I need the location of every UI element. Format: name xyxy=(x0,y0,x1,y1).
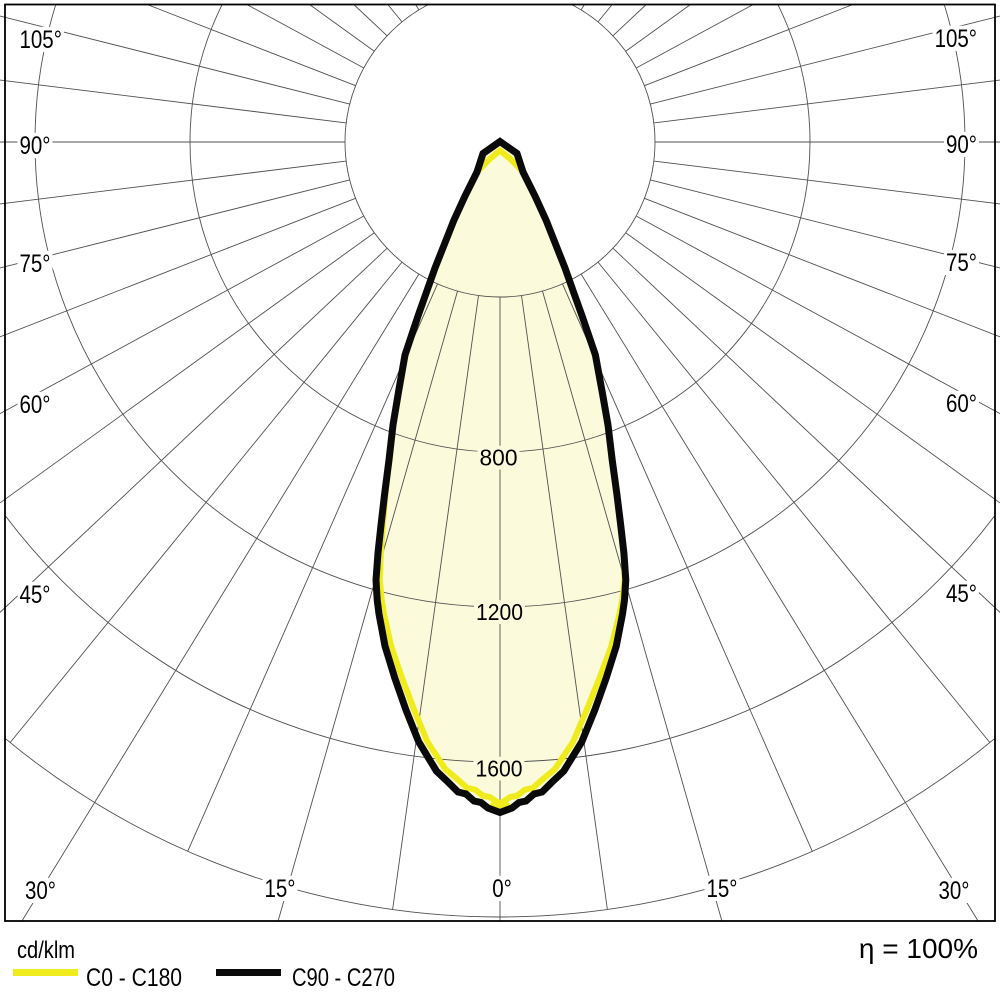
svg-text:15°: 15° xyxy=(707,875,738,903)
svg-text:30°: 30° xyxy=(25,877,56,905)
svg-text:15°: 15° xyxy=(265,875,296,903)
svg-text:90°: 90° xyxy=(946,131,977,159)
svg-text:η = 100%: η = 100% xyxy=(859,933,978,964)
svg-text:1200: 1200 xyxy=(476,599,523,625)
svg-text:800: 800 xyxy=(480,445,518,471)
svg-text:75°: 75° xyxy=(20,250,51,278)
svg-text:45°: 45° xyxy=(946,580,977,608)
svg-text:60°: 60° xyxy=(20,391,51,419)
svg-text:45°: 45° xyxy=(20,581,51,609)
svg-text:75°: 75° xyxy=(946,249,977,277)
svg-text:105°: 105° xyxy=(20,26,62,54)
svg-text:105°: 105° xyxy=(935,25,977,53)
svg-text:30°: 30° xyxy=(939,877,970,905)
svg-text:1600: 1600 xyxy=(476,756,523,782)
svg-text:90°: 90° xyxy=(20,132,51,160)
svg-text:C90 - C270: C90 - C270 xyxy=(292,964,395,992)
svg-text:cd/klm: cd/klm xyxy=(17,937,75,964)
svg-text:60°: 60° xyxy=(946,390,977,418)
svg-text:C0 - C180: C0 - C180 xyxy=(86,964,182,992)
svg-text:0°: 0° xyxy=(492,875,512,903)
